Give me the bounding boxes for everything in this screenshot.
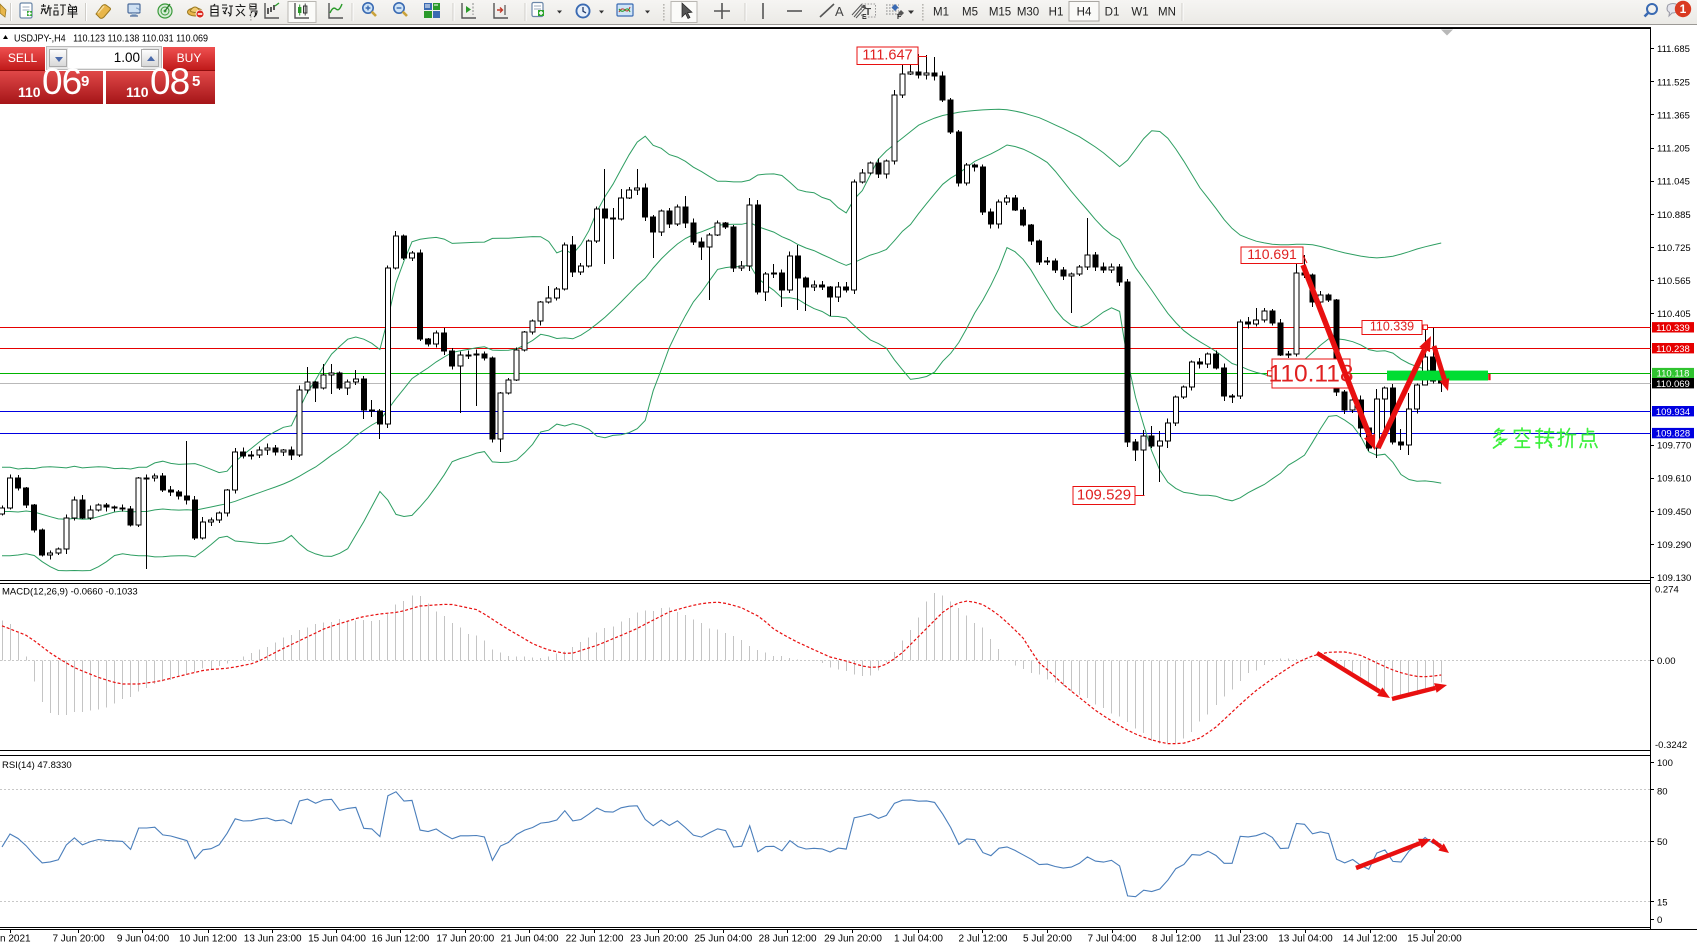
svg-text:111.045: 111.045 (1657, 177, 1690, 188)
svg-text:110.565: 110.565 (1657, 276, 1691, 287)
svg-text:13 Jun 23:00: 13 Jun 23:00 (244, 934, 302, 945)
svg-text:15 Jun 04:00: 15 Jun 04:00 (308, 934, 366, 945)
svg-text:110.238: 110.238 (1656, 344, 1690, 355)
svg-text:109.529: 109.529 (1077, 487, 1131, 504)
svg-text:109.828: 109.828 (1656, 429, 1690, 440)
svg-text:2 Jul 12:00: 2 Jul 12:00 (959, 934, 1008, 945)
svg-text:0.00: 0.00 (1657, 656, 1676, 667)
svg-text:M30: M30 (1017, 7, 1039, 19)
svg-text:80: 80 (1657, 787, 1668, 798)
svg-text:109.290: 109.290 (1657, 540, 1691, 551)
svg-text:D1: D1 (1105, 7, 1120, 19)
svg-text:W1: W1 (1131, 7, 1148, 19)
svg-text:110.725: 110.725 (1657, 243, 1691, 254)
svg-text:109.450: 109.450 (1657, 507, 1691, 518)
svg-text:7 Jun 20:00: 7 Jun 20:00 (52, 934, 105, 945)
svg-text:25 Jun 04:00: 25 Jun 04:00 (694, 934, 752, 945)
svg-text:23 Jun 20:00: 23 Jun 20:00 (630, 934, 688, 945)
svg-text:7 Jul 04:00: 7 Jul 04:00 (1088, 934, 1137, 945)
svg-text:111.525: 111.525 (1657, 77, 1690, 88)
svg-text:109.770: 109.770 (1657, 441, 1691, 452)
svg-text:0: 0 (1657, 915, 1662, 926)
svg-text:28 Jun 12:00: 28 Jun 12:00 (759, 934, 817, 945)
svg-text:5 Jul 20:00: 5 Jul 20:00 (1023, 934, 1072, 945)
svg-text:14 Jul 12:00: 14 Jul 12:00 (1343, 934, 1398, 945)
svg-text:9 Jun 04:00: 9 Jun 04:00 (117, 934, 170, 945)
svg-text:M15: M15 (989, 7, 1011, 19)
svg-text:22 Jun 12:00: 22 Jun 12:00 (566, 934, 624, 945)
svg-text:MACD(12,26,9) -0.0660 -0.1033: MACD(12,26,9) -0.0660 -0.1033 (2, 587, 138, 598)
svg-text:8 Jul 12:00: 8 Jul 12:00 (1152, 934, 1201, 945)
svg-text:109.610: 109.610 (1657, 474, 1691, 485)
svg-text:110.885: 110.885 (1657, 210, 1691, 221)
svg-text:USDJPY-,H4 110.123 110.138 1: USDJPY-,H4 110.123 110.138 110.031 110.0… (14, 34, 208, 45)
svg-text:A: A (835, 4, 844, 19)
svg-text:F: F (897, 14, 902, 21)
svg-text:110.405: 110.405 (1657, 309, 1691, 320)
svg-text:100: 100 (1657, 758, 1673, 769)
svg-text:109.130: 109.130 (1657, 573, 1691, 584)
svg-text:21 Jun 04:00: 21 Jun 04:00 (501, 934, 559, 945)
svg-text:50: 50 (1657, 837, 1668, 848)
svg-text:H4: H4 (1077, 7, 1092, 19)
svg-text:MN: MN (1158, 7, 1176, 19)
svg-text:1 Jul 04:00: 1 Jul 04:00 (894, 934, 943, 945)
svg-text:110.691: 110.691 (1247, 246, 1297, 262)
svg-text:11 Jul 23:00: 11 Jul 23:00 (1214, 934, 1268, 945)
svg-text:T: T (865, 7, 871, 18)
svg-text:1: 1 (1680, 2, 1687, 16)
svg-text:13 Jul 04:00: 13 Jul 04:00 (1278, 934, 1333, 945)
svg-text:109.934: 109.934 (1656, 407, 1690, 418)
svg-text:110.118: 110.118 (1657, 369, 1690, 380)
svg-text:H1: H1 (1049, 7, 1064, 19)
svg-text:111.365: 111.365 (1657, 110, 1690, 121)
svg-text:RSI(14) 47.8330: RSI(14) 47.8330 (2, 760, 72, 771)
svg-text:111.647: 111.647 (862, 48, 912, 64)
svg-text:110.339: 110.339 (1370, 320, 1414, 334)
svg-text:Jun 2021: Jun 2021 (0, 934, 31, 945)
svg-text:15: 15 (1657, 898, 1668, 909)
svg-text:0.274: 0.274 (1655, 585, 1679, 596)
svg-text:111.205: 111.205 (1657, 144, 1690, 155)
svg-text:10 Jun 12:00: 10 Jun 12:00 (179, 934, 237, 945)
svg-text:M1: M1 (933, 7, 949, 19)
svg-text:E: E (862, 14, 867, 21)
svg-text:15 Jul 20:00: 15 Jul 20:00 (1407, 934, 1462, 945)
svg-text:-0.3242: -0.3242 (1655, 740, 1687, 751)
svg-text:110.339: 110.339 (1656, 323, 1690, 334)
svg-text:111.685: 111.685 (1657, 44, 1690, 55)
svg-text:M5: M5 (962, 7, 978, 19)
svg-text:16 Jun 12:00: 16 Jun 12:00 (371, 934, 429, 945)
svg-text:110.069: 110.069 (1656, 379, 1690, 390)
svg-text:17 Jun 20:00: 17 Jun 20:00 (436, 934, 494, 945)
svg-text:29 Jun 20:00: 29 Jun 20:00 (824, 934, 882, 945)
